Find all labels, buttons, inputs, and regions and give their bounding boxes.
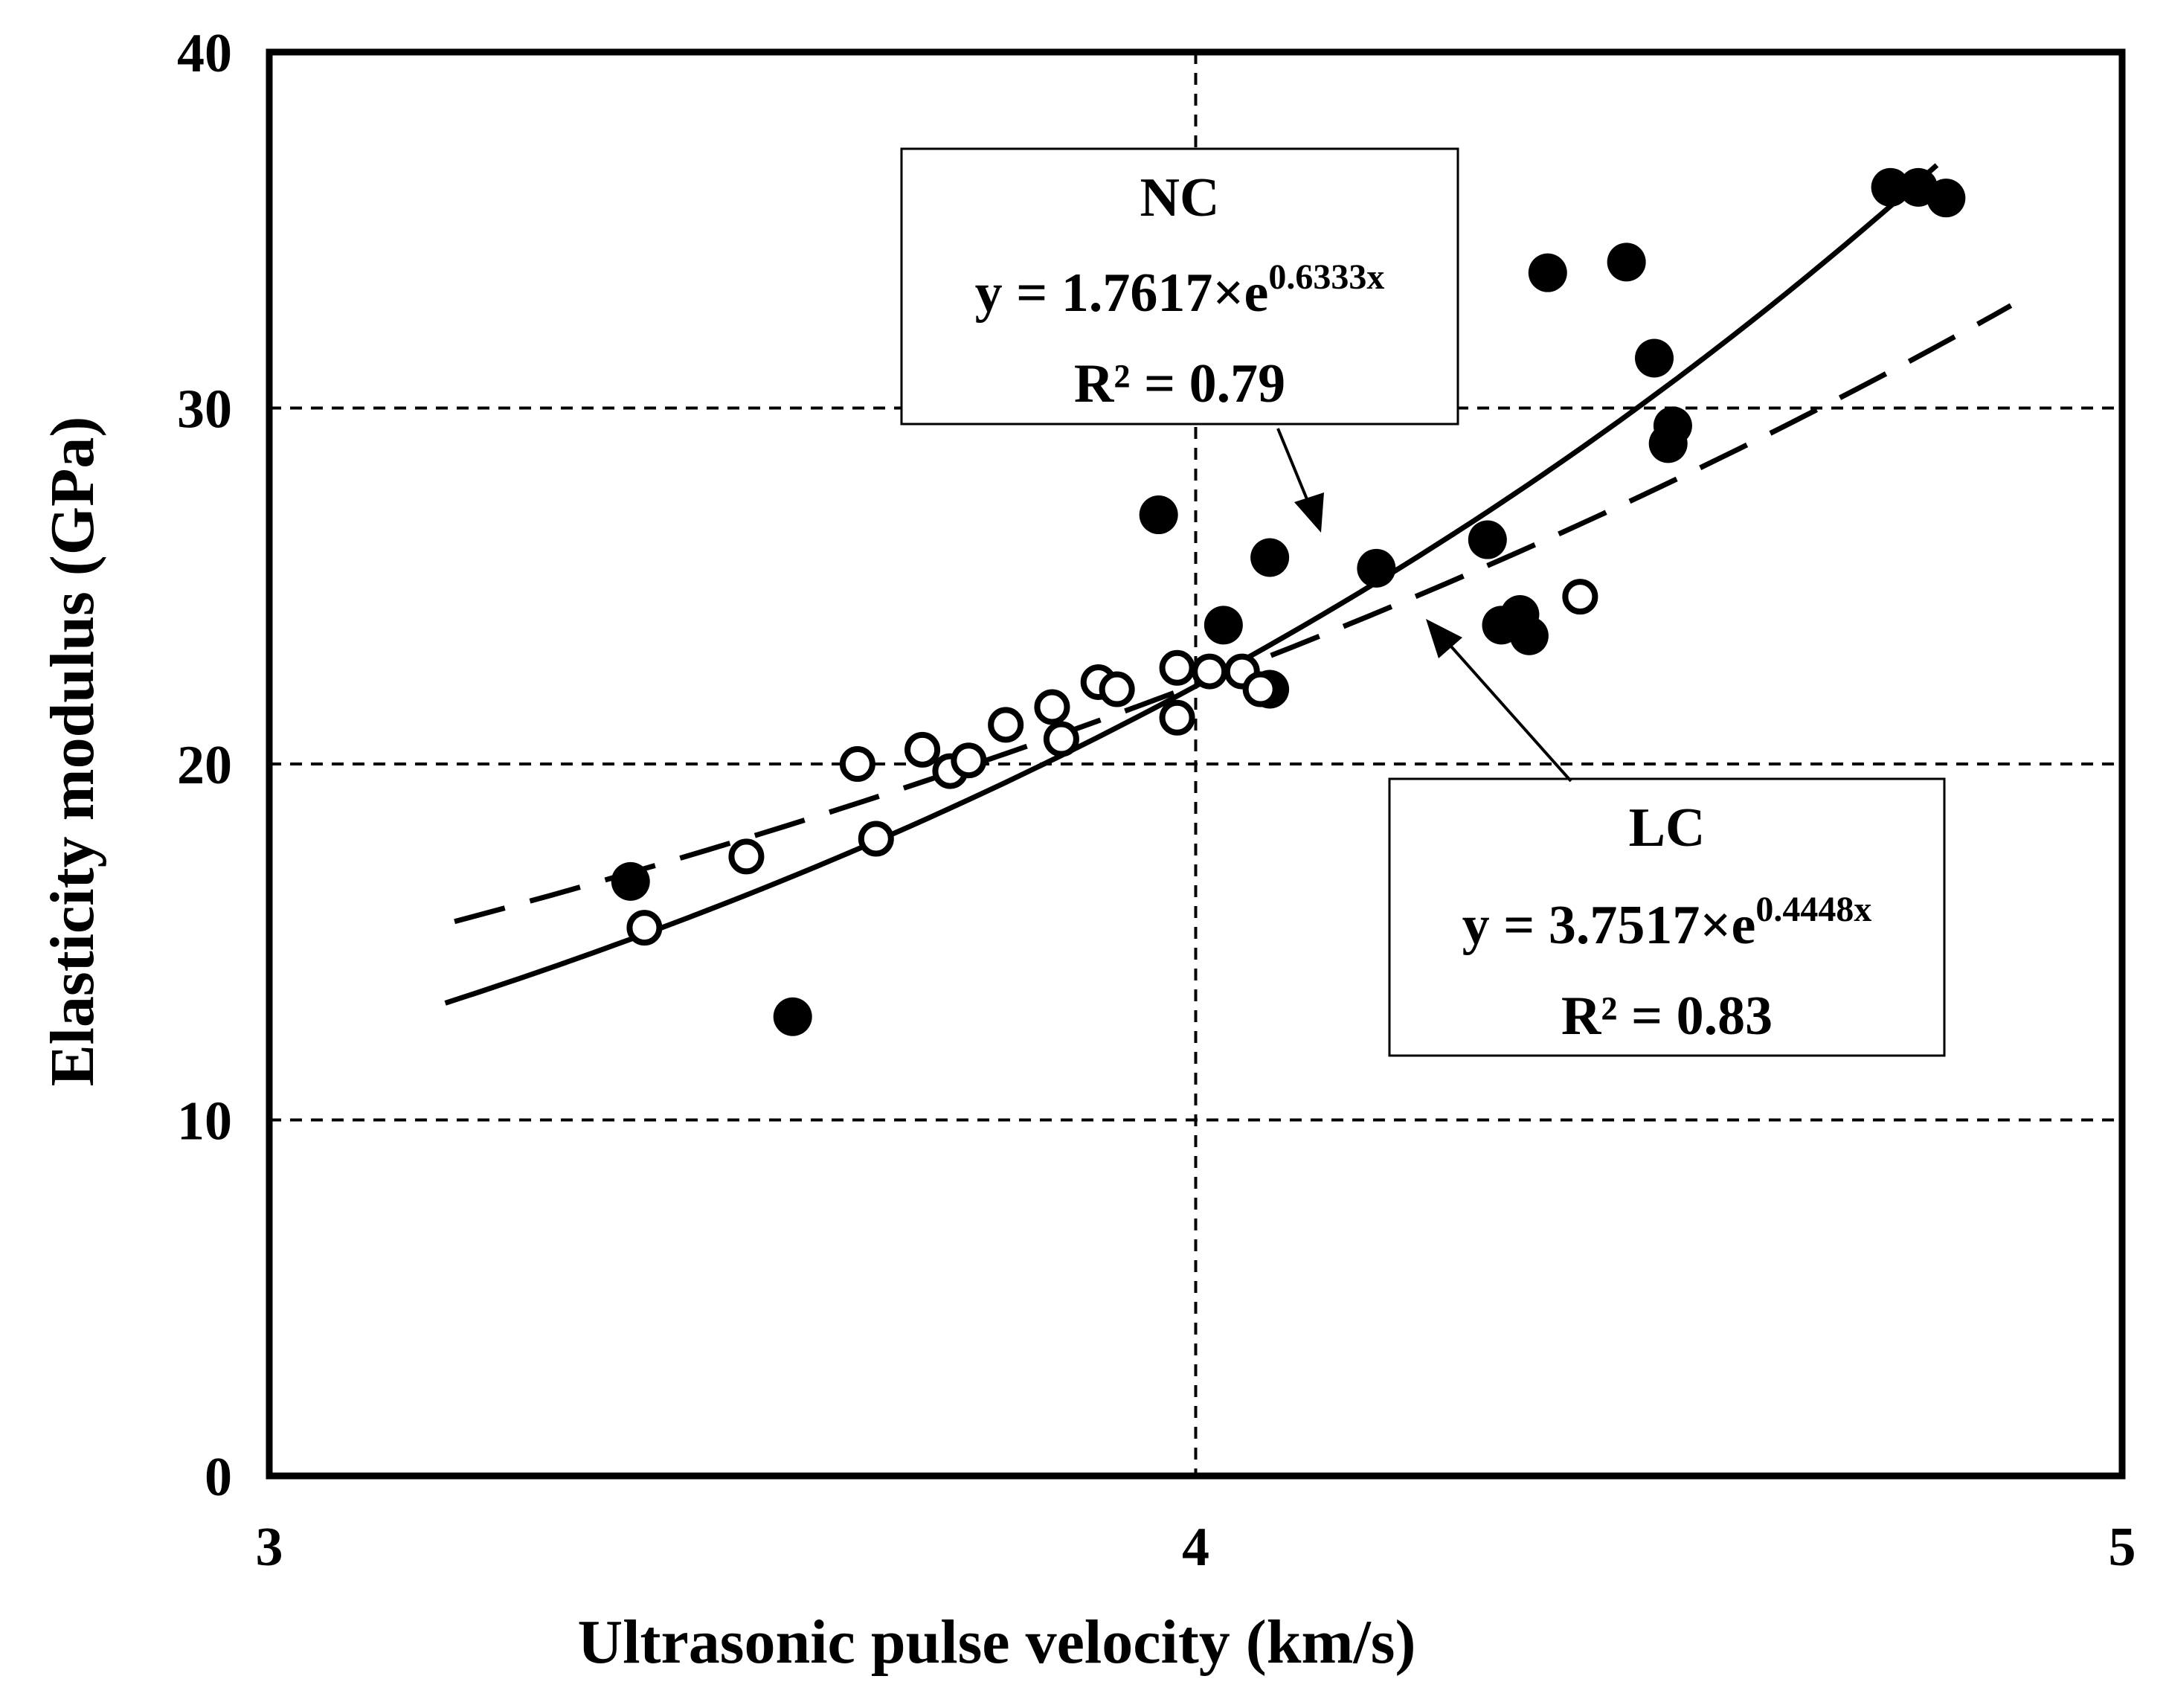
data-point-lc bbox=[1159, 649, 1195, 686]
data-point-lc bbox=[858, 821, 894, 857]
data-point-lc bbox=[1562, 579, 1598, 615]
data-point-nc bbox=[1926, 179, 1966, 218]
data-point-lc bbox=[988, 707, 1024, 743]
data-point-nc bbox=[773, 997, 812, 1036]
lc-label-r2: R² = 0.83 bbox=[1561, 986, 1773, 1047]
data-point-nc bbox=[1528, 253, 1567, 292]
data-point-lc bbox=[1159, 699, 1195, 736]
data-point-lc bbox=[1034, 689, 1070, 725]
data-points bbox=[611, 167, 1966, 1036]
nc-label-eq-base: y = 1.7617×e bbox=[975, 263, 1269, 324]
tick-labels: 3 4 5 0 10 20 30 40 bbox=[177, 23, 2136, 1578]
data-point-nc bbox=[1250, 538, 1290, 577]
data-point-lc bbox=[1242, 671, 1279, 707]
x-axis-title: Ultrasonic pulse velocity (km/s) bbox=[578, 1608, 1416, 1677]
data-point-lc bbox=[1099, 671, 1135, 707]
data-point-nc bbox=[1468, 520, 1507, 559]
data-point-nc bbox=[611, 861, 650, 901]
fit-curve-nc bbox=[444, 163, 1939, 1006]
data-point-lc bbox=[1043, 721, 1079, 757]
data-point-lc bbox=[951, 742, 987, 779]
y-tick-label: 10 bbox=[177, 1091, 232, 1152]
x-tick-label: 3 bbox=[256, 1517, 283, 1578]
lc-label-eq-base: y = 3.7517×e bbox=[1462, 895, 1756, 956]
y-tick-label: 40 bbox=[177, 23, 232, 84]
nc-label-equation: y = 1.7617×e0.6333x bbox=[975, 257, 1385, 324]
x-tick-label: 5 bbox=[2109, 1517, 2136, 1578]
data-point-nc bbox=[1357, 548, 1396, 588]
data-point-lc bbox=[728, 838, 765, 875]
nc-label-title: NC bbox=[1140, 167, 1220, 228]
nc-label-r2: R² = 0.79 bbox=[1074, 353, 1285, 414]
y-tick-label: 0 bbox=[205, 1447, 232, 1508]
plot-frame bbox=[266, 48, 2126, 1480]
nc-label-frame bbox=[900, 147, 1459, 426]
lc-label-frame bbox=[1388, 777, 1946, 1057]
data-point-nc bbox=[1509, 616, 1549, 655]
y-tick-label: 20 bbox=[177, 735, 232, 796]
data-point-nc bbox=[1871, 167, 1910, 207]
y-axis-title: Elasticity modulus (GPa) bbox=[38, 417, 107, 1087]
lc-label-eq-exponent: 0.4448x bbox=[1755, 890, 1871, 929]
data-point-nc bbox=[1635, 338, 1674, 378]
data-point-lc bbox=[1192, 653, 1228, 690]
lc-label-title: LC bbox=[1629, 797, 1706, 858]
y-tick-label: 30 bbox=[177, 379, 232, 440]
data-point-nc bbox=[1203, 606, 1243, 645]
data-point-nc bbox=[1607, 243, 1646, 282]
nc-pointer-arrow bbox=[1276, 428, 1324, 533]
data-point-nc bbox=[1139, 495, 1178, 535]
nc-label-eq-exponent: 0.6333x bbox=[1268, 257, 1384, 297]
data-point-nc bbox=[1653, 406, 1692, 446]
data-point-lc bbox=[626, 910, 663, 946]
lc-label-equation: y = 3.7517×e0.4448x bbox=[1462, 890, 1872, 956]
lc-pointer-arrow bbox=[1426, 619, 1572, 783]
data-point-lc bbox=[904, 731, 941, 768]
x-tick-label: 4 bbox=[1182, 1517, 1209, 1578]
lc-equation-box: LC y = 3.7517×e0.4448x R² = 0.83 bbox=[1388, 777, 1946, 1057]
nc-equation-box: NC y = 1.7617×e0.6333x R² = 0.79 bbox=[900, 147, 1459, 426]
data-point-lc bbox=[839, 746, 875, 782]
